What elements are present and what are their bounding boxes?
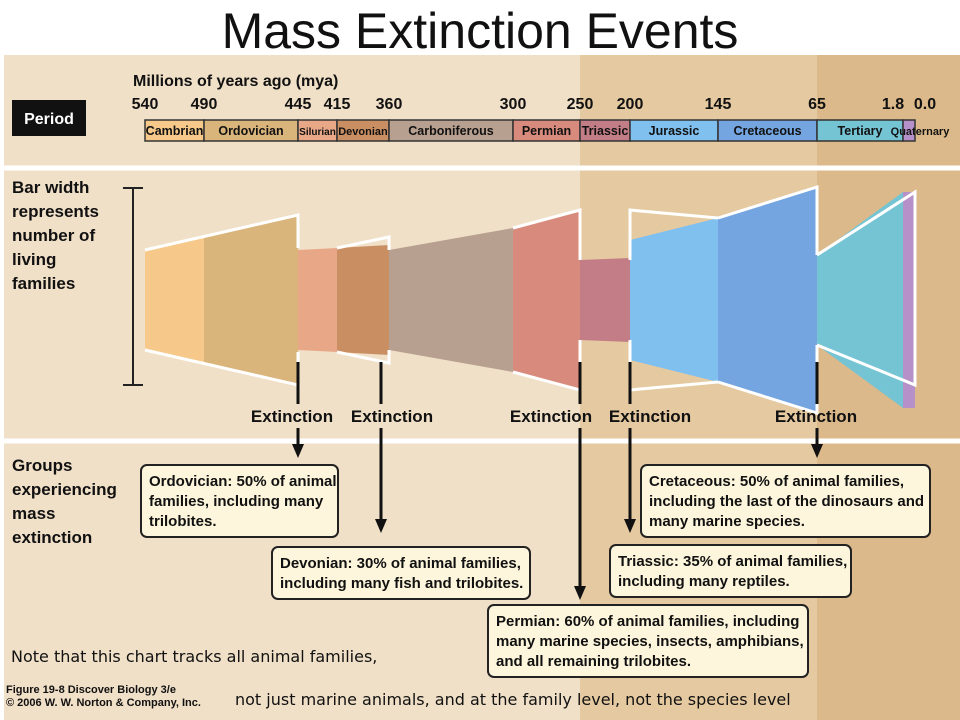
family-band — [580, 258, 630, 342]
tick-label: 200 — [617, 96, 644, 113]
family-band-outline — [336, 235, 391, 250]
groups-label-line: mass — [12, 504, 55, 523]
extinction-callout-text: including many reptiles. — [618, 573, 790, 590]
family-band — [389, 228, 513, 372]
extinction-callout-text: families, including many — [149, 493, 324, 510]
chart-note-line1: Note that this chart tracks all animal f… — [11, 647, 378, 666]
period-name: Cambrian — [146, 124, 204, 138]
tick-label: 145 — [705, 96, 732, 113]
period-segment — [902, 119, 916, 142]
period-name: Jurassic — [649, 124, 700, 138]
bar-width-label-line: number of — [12, 226, 95, 245]
extinction-callout-text: including many fish and trilobites. — [280, 575, 523, 592]
bar-width-label-line: represents — [12, 202, 99, 221]
family-band-outline — [512, 208, 582, 260]
family-band-outline — [336, 350, 391, 365]
period-name: Tertiary — [838, 124, 883, 138]
period-label-box — [12, 100, 86, 136]
tick-label: 1.8 — [882, 96, 904, 113]
bar-width-label-line: Bar width — [12, 178, 89, 197]
family-band-outline — [628, 208, 719, 260]
groups-label-line: Groups — [12, 456, 72, 475]
extinction-callout — [140, 464, 339, 538]
period-name: Triassic — [582, 124, 629, 138]
figure-credit-line2: © 2006 W. W. Norton & Company, Inc. — [6, 697, 201, 709]
extinction-callout-text: many marine species. — [649, 513, 805, 530]
period-name: Devonian — [338, 126, 388, 138]
extinction-callout-text: trilobites. — [149, 513, 217, 530]
period-name: Carboniferous — [408, 124, 493, 138]
extinction-arrow-head — [292, 444, 304, 458]
slide-title: Mass Extinction Events — [221, 3, 739, 59]
family-band — [337, 245, 389, 355]
tick-label: 490 — [191, 96, 218, 113]
extinction-callout-text: Cretaceous: 50% of animal families, — [649, 473, 904, 490]
family-band — [145, 238, 204, 362]
extinction-arrow-head — [574, 586, 586, 600]
family-band — [298, 248, 337, 352]
tick-label: 250 — [567, 96, 594, 113]
family-band — [718, 187, 817, 413]
extinction-callout-text: Triassic: 35% of animal families, — [618, 553, 847, 570]
extinction-callout — [609, 544, 852, 598]
tick-label: 540 — [132, 96, 159, 113]
groups-label-line: extinction — [12, 528, 92, 547]
period-name: Permian — [522, 124, 571, 138]
family-band — [903, 192, 915, 408]
tick-label: 0.0 — [914, 96, 936, 113]
family-band-outline — [144, 213, 300, 252]
tick-label: 300 — [500, 96, 527, 113]
extinction-callout-text: Devonian: 30% of animal families, — [280, 555, 521, 572]
extinction-callout — [487, 604, 809, 678]
bar-width-label-line: families — [12, 274, 75, 293]
extinction-label: Extinction — [251, 407, 333, 426]
extinction-arrow-head — [375, 519, 387, 533]
period-name: Quaternary — [891, 126, 951, 138]
tick-label: 415 — [324, 96, 351, 113]
period-name: Silurian — [299, 127, 336, 138]
family-band-outline — [717, 184, 819, 255]
extinction-label: Extinction — [510, 407, 592, 426]
extinction-callout-text: Ordovician: 50% of animal — [149, 473, 337, 490]
extinction-callout-text: Permian: 60% of animal families, includi… — [496, 613, 799, 630]
extinction-label: Extinction — [775, 407, 857, 426]
extinction-callout-text: and all remaining trilobites. — [496, 653, 691, 670]
figure-credit-line1: Figure 19-8 Discover Biology 3/e — [6, 684, 176, 696]
family-band-outline — [816, 189, 917, 388]
tick-label: 65 — [808, 96, 826, 113]
period-label: Period — [24, 111, 74, 128]
extinction-callout-text: including the last of the dinosaurs and — [649, 493, 924, 510]
chart-note-line2: not just marine animals, and at the fami… — [235, 690, 791, 709]
extinction-arrow-head — [811, 444, 823, 458]
tick-label: 445 — [285, 96, 312, 113]
timescale-heading: Millions of years ago (mya) — [133, 73, 338, 90]
bar-width-label-line: living — [12, 250, 56, 269]
period-name: Ordovician — [218, 124, 283, 138]
groups-label-line: experiencing — [12, 480, 117, 499]
family-band — [630, 218, 718, 382]
tick-label: 360 — [376, 96, 403, 113]
family-band — [204, 216, 298, 384]
extinction-callout — [271, 546, 531, 600]
extinction-label: Extinction — [609, 407, 691, 426]
extinction-callout-text: many marine species, insects, amphibians… — [496, 633, 804, 650]
period-name: Cretaceous — [733, 124, 801, 138]
figure-credit: Figure 19-8 Discover Biology 3/e © 2006 … — [6, 684, 201, 710]
extinction-label: Extinction — [351, 407, 433, 426]
extinction-arrow-head — [624, 519, 636, 533]
family-band — [513, 210, 580, 390]
extinction-callout — [640, 464, 931, 538]
